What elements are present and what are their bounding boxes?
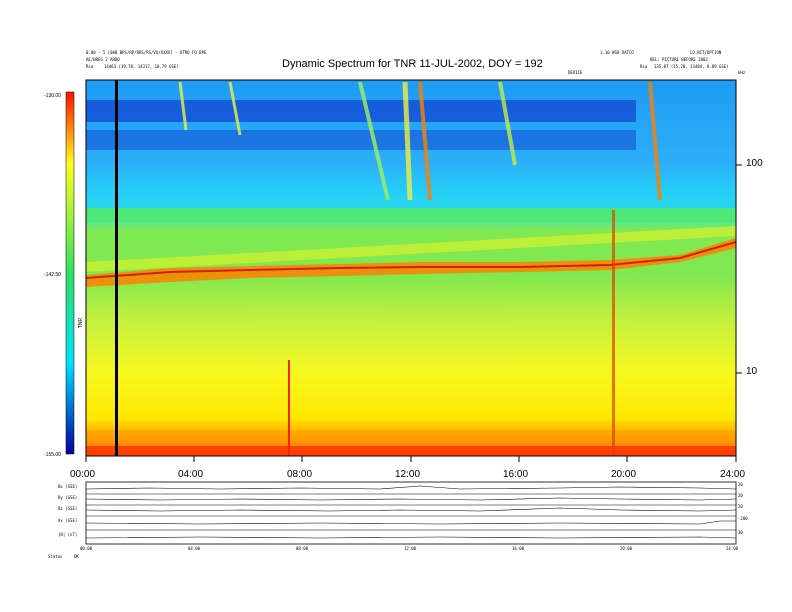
colorbar-tick-mid: -142.50 bbox=[44, 272, 61, 278]
data-gap-line bbox=[115, 80, 118, 456]
spike-0736 bbox=[288, 360, 290, 456]
chart-title: Dynamic Spectrum for TNR 11-JUL-2002, DO… bbox=[282, 58, 543, 70]
panel-rtick-by-top: 20 bbox=[738, 493, 743, 498]
header-left-line2: AE/BREG 2 ARDO bbox=[86, 57, 120, 62]
plasma-line bbox=[86, 238, 736, 287]
header-right-rsa-value: 135.87 (15.28, 13484, 8.89 GSE) bbox=[654, 64, 729, 69]
panel-rtick-bx-top: 20 bbox=[738, 482, 743, 487]
x-tick-0400: 04:00 bbox=[178, 469, 204, 480]
cutoff-band bbox=[86, 208, 736, 222]
plasma-upper-glow bbox=[86, 226, 736, 272]
bottom-x-tick-1600: 16:00 bbox=[512, 546, 525, 551]
radio-bursts bbox=[178, 81, 662, 201]
x-tick-2000: 20:00 bbox=[611, 469, 637, 480]
y-tick-100: 100 bbox=[746, 158, 763, 169]
panel-label-bz: Bz (GSE) bbox=[58, 506, 78, 511]
x-tick-0800: 08:00 bbox=[287, 469, 313, 480]
colorbar-tick-top: -130.00 bbox=[44, 93, 61, 99]
bottom-x-tick-1200: 12:00 bbox=[404, 546, 417, 551]
header-left-line1: 0.00 - 5 [000 BPS/RP/RRS/RS/VX/XXXX] - U… bbox=[86, 50, 207, 55]
bottom-x-tick-0000: 00:00 bbox=[80, 546, 93, 551]
blue-band-2 bbox=[86, 130, 636, 150]
x-tick-1200: 12:00 bbox=[395, 469, 421, 480]
colorbar bbox=[65, 91, 75, 455]
panel-label-vx: Vx (GSE) bbox=[58, 518, 78, 523]
panel-rtick-b-top: 30 bbox=[738, 530, 743, 535]
x-tick-1600: 16:00 bbox=[503, 469, 529, 480]
panel-label-by: By (GSE) bbox=[58, 495, 78, 500]
header-right-line1b: LO:BIT/OPTION bbox=[690, 50, 722, 55]
y-unit-label: kHz bbox=[738, 70, 746, 75]
header-left-rsa-label: Rsa bbox=[86, 64, 94, 69]
panel-rtick-vx-top: -200 bbox=[738, 516, 748, 521]
bottom-x-tick-0400: 04:00 bbox=[188, 546, 201, 551]
bottom-panel-traces bbox=[85, 485, 737, 539]
header-right-rsa-label: Rsa bbox=[640, 64, 648, 69]
panel-label-b: |B| (nT) bbox=[58, 532, 78, 537]
bottom-x-tick-0800: 08:00 bbox=[296, 546, 309, 551]
x-tick-2400: 24:00 bbox=[720, 469, 746, 480]
y-tick-10: 10 bbox=[746, 366, 758, 377]
header-right-line1: 1.10 WSO DATCO bbox=[600, 50, 634, 55]
bottom-x-tick-2400: 24:00 bbox=[726, 546, 739, 551]
colorbar-tick-bottom: -155.00 bbox=[44, 452, 61, 458]
bottom-panel-dividers bbox=[86, 493, 736, 531]
plasma-line-core bbox=[85, 241, 737, 279]
panel-rtick-bz-top: 20 bbox=[738, 504, 743, 509]
center-small-label: DEVICE bbox=[568, 70, 583, 75]
bottom-x-tick-2000: 20:00 bbox=[620, 546, 633, 551]
footer-status-value: OK bbox=[74, 554, 79, 559]
spike-1930 bbox=[612, 210, 615, 456]
panel-label-bx: Bx (GSE) bbox=[58, 484, 78, 489]
bottom-panels-frame bbox=[85, 481, 737, 545]
footer-status-label: Status bbox=[48, 554, 63, 559]
lower-red-band bbox=[86, 446, 736, 456]
x-tick-0000: 00:00 bbox=[70, 469, 96, 480]
header-right-line2: REL: PICTURE BEFORE 2002 bbox=[650, 57, 708, 62]
blue-band-1 bbox=[86, 100, 636, 122]
x-tick-marks bbox=[85, 456, 737, 462]
header-left-rsa-value: 14463 (19.78, 14317, 10.79 GSE) bbox=[104, 64, 179, 69]
